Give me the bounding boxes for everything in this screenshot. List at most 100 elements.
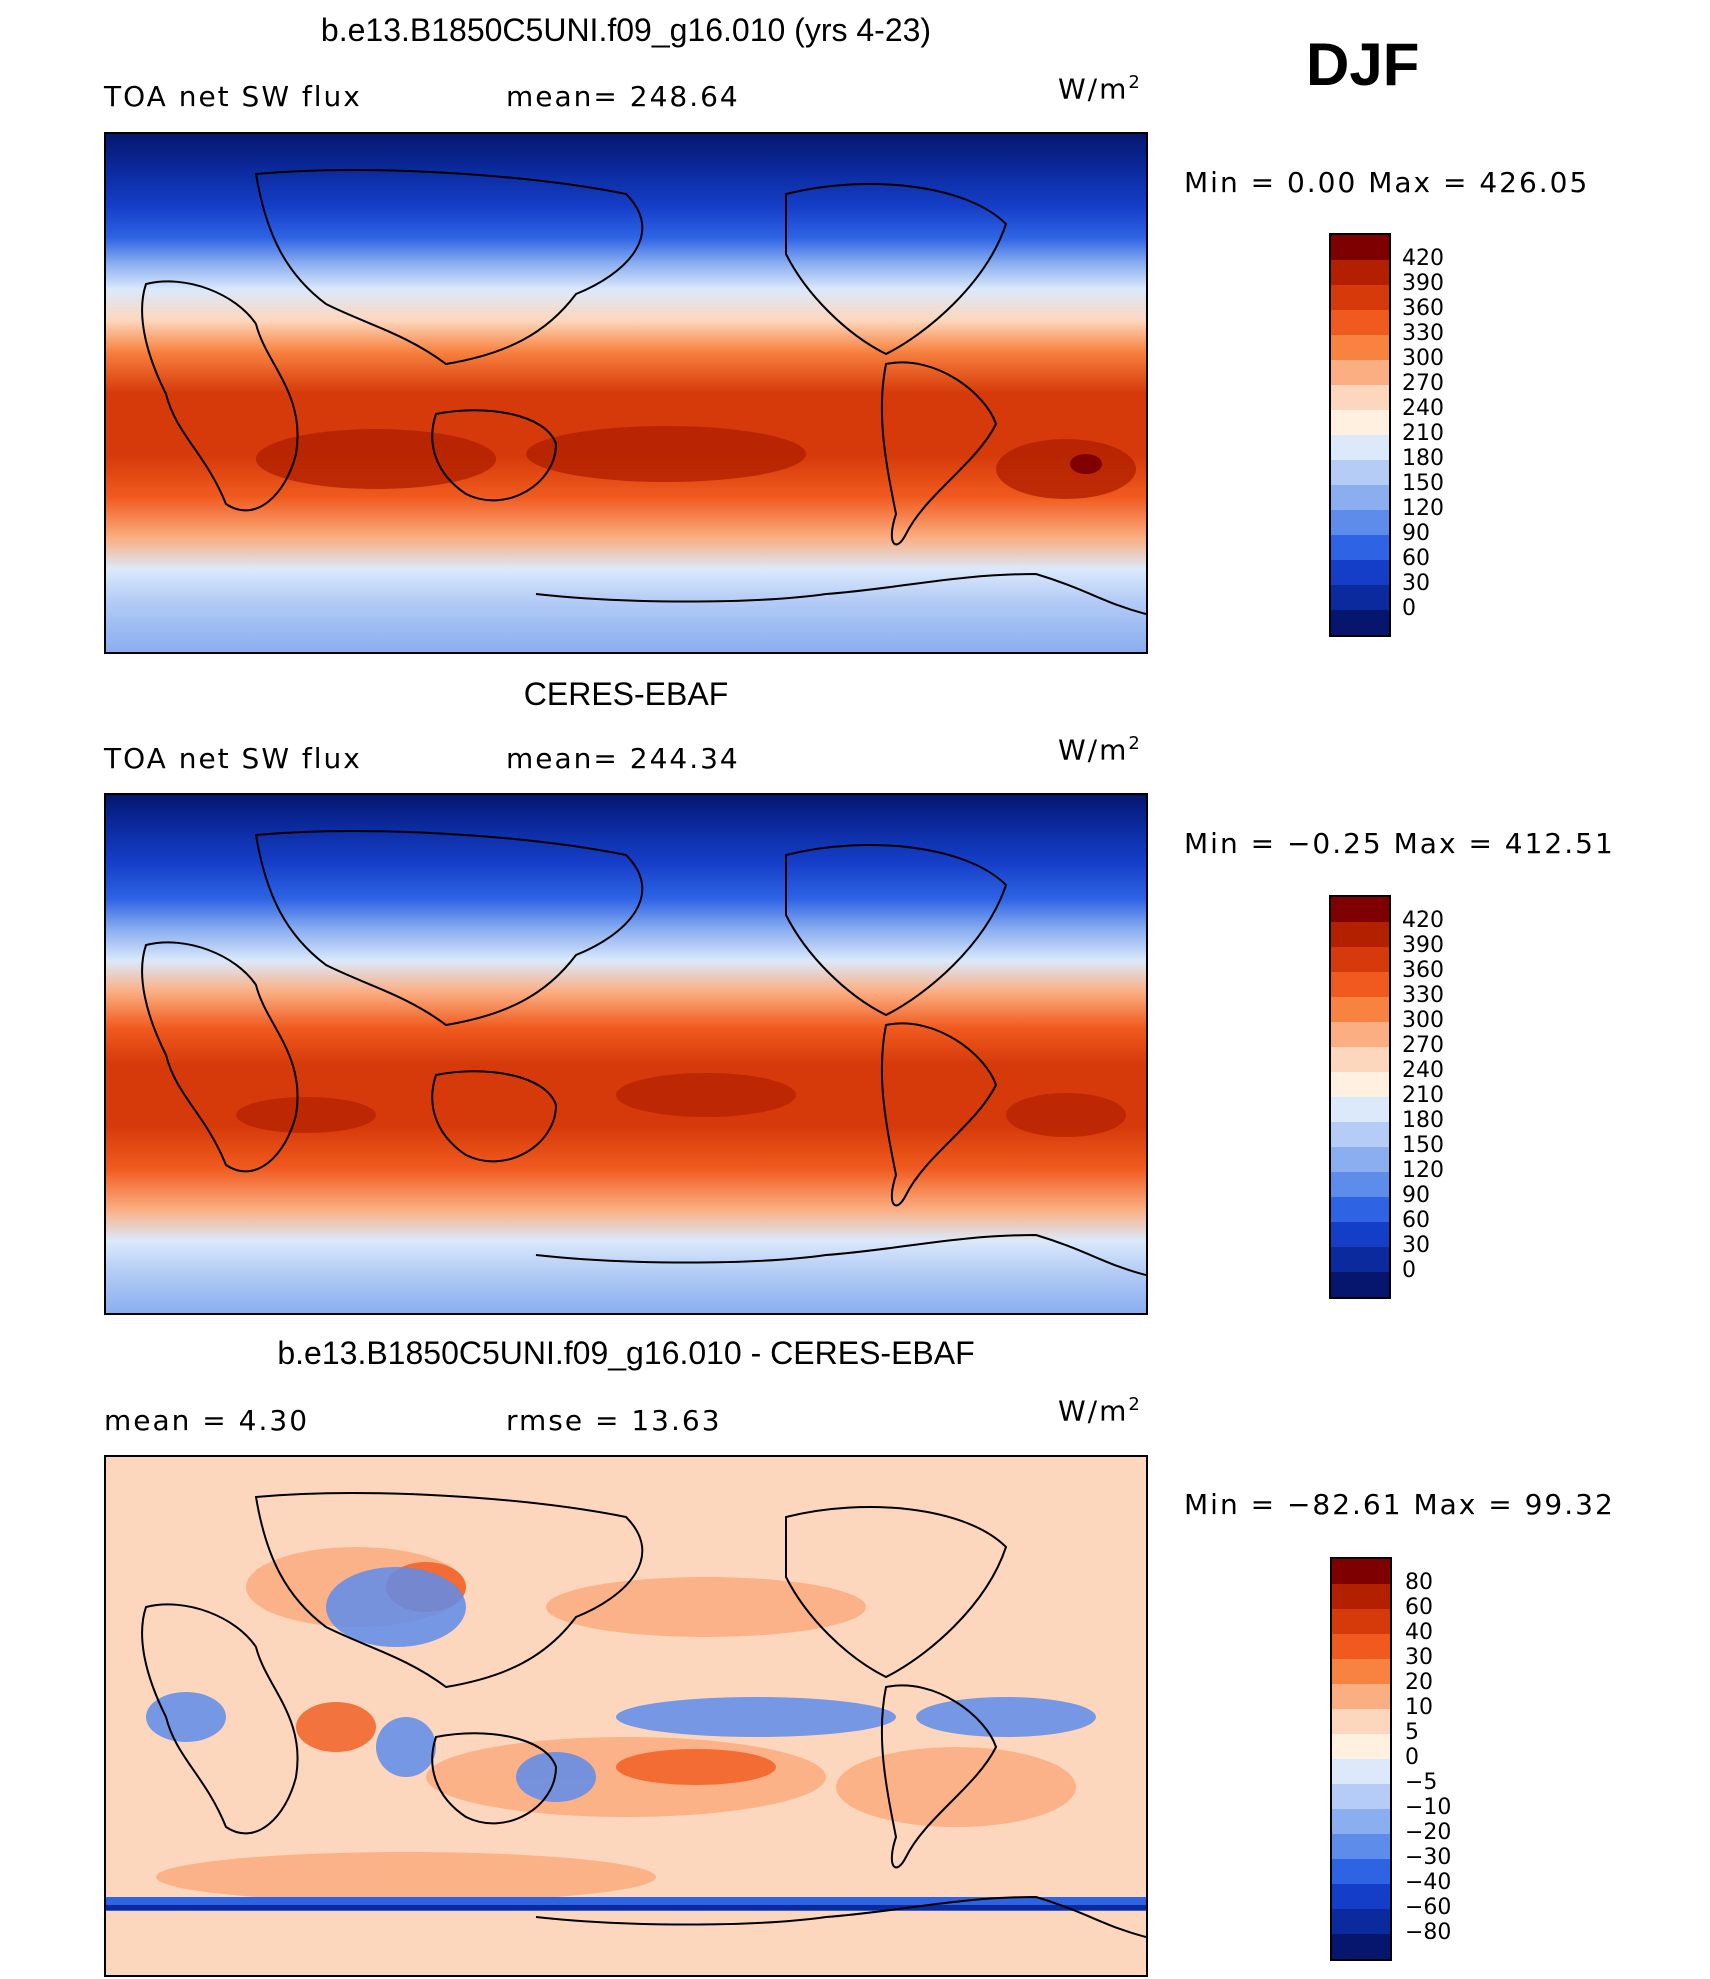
colorbar-label: 420 [1402,246,1444,271]
panel-2-colorbar-box [1331,1197,1389,1222]
colorbar-label: 150 [1402,471,1444,496]
colorbar-label: 120 [1402,1158,1444,1183]
panel-2-colorbar-box [1331,972,1389,997]
panel-1-title: b.e13.B1850C5UNI.f09_g16.010 (yrs 4-23) [320,12,932,48]
panel-2-coastlines [141,830,1146,1276]
panel-1-peak [1070,454,1102,474]
panel-1-colorbar [1329,233,1391,637]
panel-2-colorbar-box [1331,1147,1389,1172]
colorbar-label: −60 [1405,1895,1452,1920]
colorbar-label: 120 [1402,496,1444,521]
panel-1-minmax: Min = 0.00 Max = 426.05 [1184,166,1590,199]
colorbar-label: 240 [1402,396,1444,421]
panel-3-southern-band-core [106,1905,1146,1910]
colorbar-label: 30 [1405,1645,1433,1670]
colorbar-label: 60 [1402,546,1430,571]
panel-3-minmax: Min = −82.61 Max = 99.32 [1184,1488,1615,1521]
panel-1-colorbar-box [1331,260,1389,285]
colorbar-label: 0 [1405,1745,1419,1770]
colorbar-label: 210 [1402,421,1444,446]
panel-2-field [106,795,1146,1313]
panel-3-map [104,1455,1148,1977]
colorbar-label: 60 [1405,1595,1433,1620]
panel-3-units: W/m2 [1058,1394,1142,1428]
panel-1-maxima [256,426,1136,499]
colorbar-label: −30 [1405,1845,1452,1870]
panel-3-negative-anomalies [146,1567,1096,1802]
panel-2-colorbar-box [1331,947,1389,972]
panel-2-colorbar-box [1331,1272,1389,1297]
colorbar-label: 90 [1402,1183,1430,1208]
panel-2-minmax: Min = −0.25 Max = 412.51 [1184,827,1615,860]
colorbar-label: 300 [1402,346,1444,371]
panel-3-colorbar-box [1332,1659,1390,1684]
panel-3-colorbar-box [1332,1934,1390,1959]
panel-2-maxima [236,1073,1126,1137]
panel-2-colorbar-box [1331,897,1389,922]
colorbar-label: 40 [1405,1620,1433,1645]
colorbar-label: 0 [1402,596,1416,621]
panel-1-colorbar-box [1331,610,1389,635]
panel-2-colorbar-box [1331,1072,1389,1097]
panel-1-colorbar-box [1331,310,1389,335]
panel-3-colorbar-box [1332,1684,1390,1709]
panel-1-colorbar-box [1331,485,1389,510]
panel-2-colorbar-box [1331,1097,1389,1122]
panel-1-colorbar-box [1331,285,1389,310]
panel-3-colorbar-box [1332,1759,1390,1784]
colorbar-label: 20 [1405,1670,1433,1695]
colorbar-label: −20 [1405,1820,1452,1845]
panel-3-title: b.e13.B1850C5UNI.f09_g16.010 - CERES-EBA… [277,1335,975,1371]
colorbar-label: 390 [1402,933,1444,958]
colorbar-label: −10 [1405,1795,1452,1820]
panel-2-mean-label: mean= 244.34 [506,742,740,775]
panel-2-colorbar-box [1331,1047,1389,1072]
panel-3-colorbar [1330,1557,1392,1961]
panel-1-colorbar-box [1331,385,1389,410]
colorbar-label: 330 [1402,321,1444,346]
panel-3-colorbar-box [1332,1859,1390,1884]
panel-2-colorbar-box [1331,1222,1389,1247]
panel-3-colorbar-box [1332,1909,1390,1934]
colorbar-label: 240 [1402,1058,1444,1083]
panel-2-map [104,793,1148,1315]
colorbar-label: 30 [1402,571,1430,596]
panel-2-colorbar-box [1331,1247,1389,1272]
panel-1-colorbar-box [1331,460,1389,485]
panel-3-colorbar-box [1332,1784,1390,1809]
panel-1-colorbar-box [1331,235,1389,260]
panel-2-colorbar-box [1331,1172,1389,1197]
colorbar-label: 180 [1402,446,1444,471]
panel-3-colorbar-box [1332,1734,1390,1759]
panel-1-coastlines [141,169,1146,615]
colorbar-label: 90 [1402,521,1430,546]
panel-1-colorbar-box [1331,360,1389,385]
panel-2-colorbar-box [1331,1122,1389,1147]
colorbar-label: 0 [1402,1258,1416,1283]
panel-3-colorbar-box [1332,1834,1390,1859]
colorbar-label: −80 [1405,1920,1452,1945]
colorbar-label: 360 [1402,958,1444,983]
panel-1-mean-label: mean= 248.64 [506,80,740,113]
panel-1-colorbar-box [1331,535,1389,560]
colorbar-label: −5 [1405,1770,1438,1795]
panel-3-colorbar-box [1332,1809,1390,1834]
panel-3-colorbar-box [1332,1709,1390,1734]
panel-1-colorbar-box [1331,560,1389,585]
colorbar-label: 270 [1402,1033,1444,1058]
colorbar-label: 390 [1402,271,1444,296]
panel-1-variable-label: TOA net SW flux [104,80,362,113]
panel-3-colorbar-box [1332,1609,1390,1634]
panel-2-colorbar-box [1331,997,1389,1022]
panel-1-units: W/m2 [1058,72,1142,106]
panel-2-units: W/m2 [1058,733,1142,767]
colorbar-label: 330 [1402,983,1444,1008]
panel-3-colorbar-box [1332,1884,1390,1909]
panel-2-colorbar [1329,895,1391,1299]
panel-3-colorbar-box [1332,1584,1390,1609]
colorbar-label: 300 [1402,1008,1444,1033]
colorbar-label: 5 [1405,1720,1419,1745]
panel-2-variable-label: TOA net SW flux [104,742,362,775]
colorbar-label: 210 [1402,1083,1444,1108]
panel-3-coastlines [141,1492,1146,1938]
